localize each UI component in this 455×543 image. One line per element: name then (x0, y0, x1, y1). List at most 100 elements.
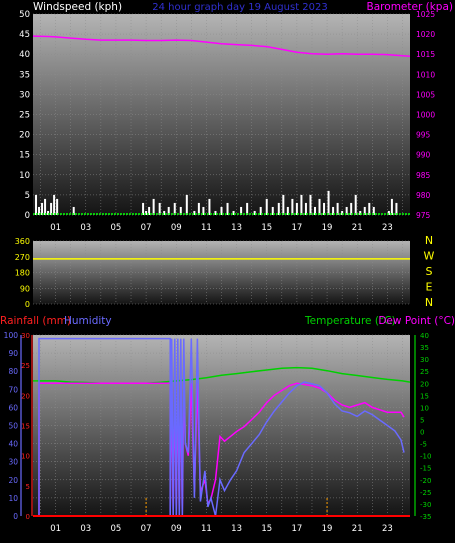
panel3-hour-label: 15 (261, 524, 272, 534)
barometer-tick-label: 990 (416, 151, 431, 160)
panel1-hour-label: 17 (291, 223, 302, 233)
barometer-tick-label: 985 (416, 171, 431, 180)
windspeed-bar (259, 206, 262, 215)
panel3-hour-label: 21 (352, 524, 363, 534)
windspeed-tick-label: 50 (19, 10, 30, 20)
windspeed-tick-label: 15 (19, 151, 30, 161)
windspeed-bar (304, 202, 307, 215)
windspeed-bar (173, 202, 176, 215)
windspeed-bar (152, 198, 155, 215)
windspeed-bar (38, 206, 41, 215)
temperature-tick-label: 30 (420, 356, 429, 364)
panel1-hour-label: 21 (352, 223, 363, 233)
humidity-tick-label: 70 (8, 385, 18, 394)
panel3-hour-label: 03 (80, 524, 91, 534)
humidity-tick-label: 90 (8, 349, 18, 358)
rainfall-tick-label: 20 (21, 392, 30, 400)
temperature-tick-label: -5 (420, 441, 427, 449)
windspeed-bar (359, 210, 362, 215)
windspeed-bar (142, 202, 145, 215)
windspeed-bar (372, 206, 375, 215)
humidity-tick-label: 30 (8, 458, 18, 467)
wind-barometer-panel: 0510152025303540455097598098599099510001… (19, 10, 435, 233)
compass-label: S (426, 265, 433, 278)
panel3-hour-label: 19 (322, 524, 333, 534)
windspeed-bar (390, 198, 393, 215)
panel1-hour-label: 15 (261, 223, 272, 233)
chart-title: 24 hour graph day 19 August 2023 (152, 2, 328, 13)
windspeed-bar (167, 206, 170, 215)
windspeed-bar (50, 202, 53, 215)
humidity-tick-label: 50 (8, 422, 18, 431)
windspeed-tick-label: 35 (19, 70, 30, 80)
windspeed-bar (47, 210, 50, 215)
windspeed-tick-label: 20 (19, 131, 30, 141)
temperature-tick-label: 10 (420, 404, 429, 412)
temperature-tick-label: 15 (420, 392, 429, 400)
windspeed-bar (387, 210, 390, 215)
windspeed-tick-label: 30 (19, 90, 30, 100)
panel3-hour-label: 09 (171, 524, 182, 534)
panel3-hour-label: 17 (291, 524, 302, 534)
windspeed-bar (179, 206, 182, 215)
windspeed-bar (318, 198, 321, 215)
windspeed-bar (240, 206, 243, 215)
windspeed-bar (300, 194, 303, 215)
humidity-tick-label: 80 (8, 367, 18, 376)
panel1-hour-label: 13 (231, 223, 242, 233)
temperature-tick-label: -10 (420, 453, 431, 461)
compass-label: N (425, 296, 433, 309)
windspeed-bar (145, 210, 148, 215)
windspeed-bar (197, 202, 200, 215)
windspeed-bar (41, 202, 44, 215)
windspeed-bar (313, 206, 316, 215)
temperature-tick-label: -15 (420, 465, 431, 473)
temperature-tick-label: -35 (420, 513, 431, 521)
windspeed-bar (193, 210, 196, 215)
temperature-tick-label: 25 (420, 368, 429, 376)
panel3-hour-label: 13 (231, 524, 242, 534)
windspeed-bar (148, 206, 151, 215)
direction-tick-label: 180 (15, 269, 30, 278)
windspeed-bar (395, 202, 398, 215)
windspeed-bar (232, 210, 235, 215)
panel1-hour-label: 23 (382, 223, 393, 233)
rainfall-tick-label: 25 (21, 362, 30, 370)
windspeed-bar (295, 202, 298, 215)
windspeed-bar (327, 190, 330, 215)
panel3-hour-label: 07 (141, 524, 152, 534)
windspeed-bar (253, 210, 256, 215)
windspeed-bar (336, 202, 339, 215)
windspeed-tick-label: 40 (19, 50, 30, 60)
barometer-line (32, 35, 411, 57)
panel1-hour-label: 01 (50, 223, 61, 233)
direction-tick-label: 360 (15, 237, 30, 246)
rainfall-tick-label: 5 (26, 483, 30, 491)
panel2-plot-area (33, 241, 410, 304)
windspeed-bar (332, 206, 335, 215)
panel1-hour-label: 03 (80, 223, 91, 233)
direction-tick-label: 90 (20, 284, 30, 293)
rainfall-tick-label: 30 (21, 332, 30, 340)
temperature-axis-title: Temperature (°C) (304, 315, 396, 327)
windspeed-bar (44, 198, 47, 215)
rain-humidity-temperature-panel: 0102030405060708090100051015202530-35-30… (4, 331, 432, 534)
panel1-hour-label: 05 (111, 223, 122, 233)
windspeed-bar (214, 210, 217, 215)
humidity-tick-label: 40 (8, 440, 18, 449)
windspeed-bar (208, 198, 211, 215)
temperature-tick-label: 35 (420, 344, 429, 352)
panel1-hour-label: 09 (171, 223, 182, 233)
rainfall-tick-label: 10 (21, 453, 30, 461)
windspeed-bar (282, 194, 285, 215)
temperature-tick-label: -20 (420, 477, 431, 485)
windspeed-bar (202, 206, 205, 215)
panel1-hour-label: 07 (141, 223, 152, 233)
barometer-tick-label: 1020 (416, 30, 435, 39)
dewpoint-axis-title: Dew Point (°C) (378, 315, 455, 327)
barometer-tick-label: 1000 (416, 111, 435, 120)
windspeed-bar (341, 210, 344, 215)
windspeed-bar (354, 194, 357, 215)
panel1-hour-label: 11 (201, 223, 212, 233)
